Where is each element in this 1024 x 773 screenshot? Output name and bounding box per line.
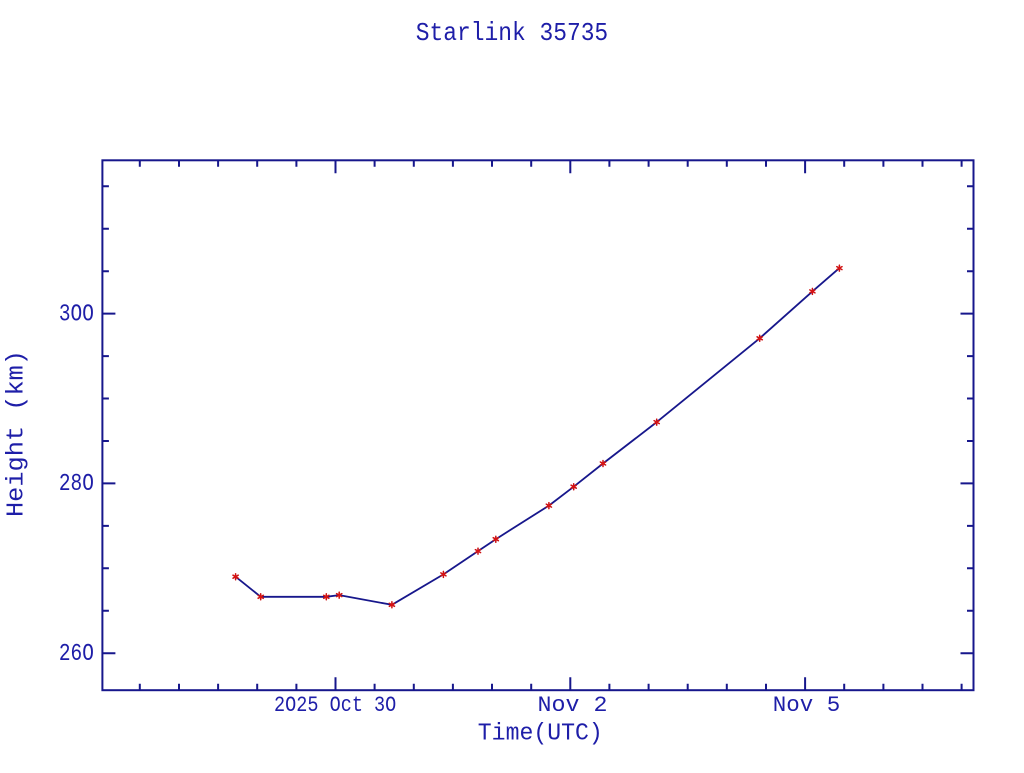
- svg-text:2O25 Oct 3O: 2O25 Oct 3O: [274, 692, 396, 718]
- svg-text:26O: 26O: [59, 641, 94, 668]
- svg-text:Nov 5: Nov 5: [773, 692, 841, 718]
- svg-text:Nov 2: Nov 2: [538, 692, 608, 718]
- svg-text:28O: 28O: [59, 471, 94, 498]
- svg-text:Height (km): Height (km): [4, 350, 31, 517]
- svg-text:3OO: 3OO: [59, 301, 94, 328]
- svg-text:Time(UTC): Time(UTC): [478, 721, 603, 748]
- svg-text:Starlink 35735: Starlink 35735: [416, 18, 609, 48]
